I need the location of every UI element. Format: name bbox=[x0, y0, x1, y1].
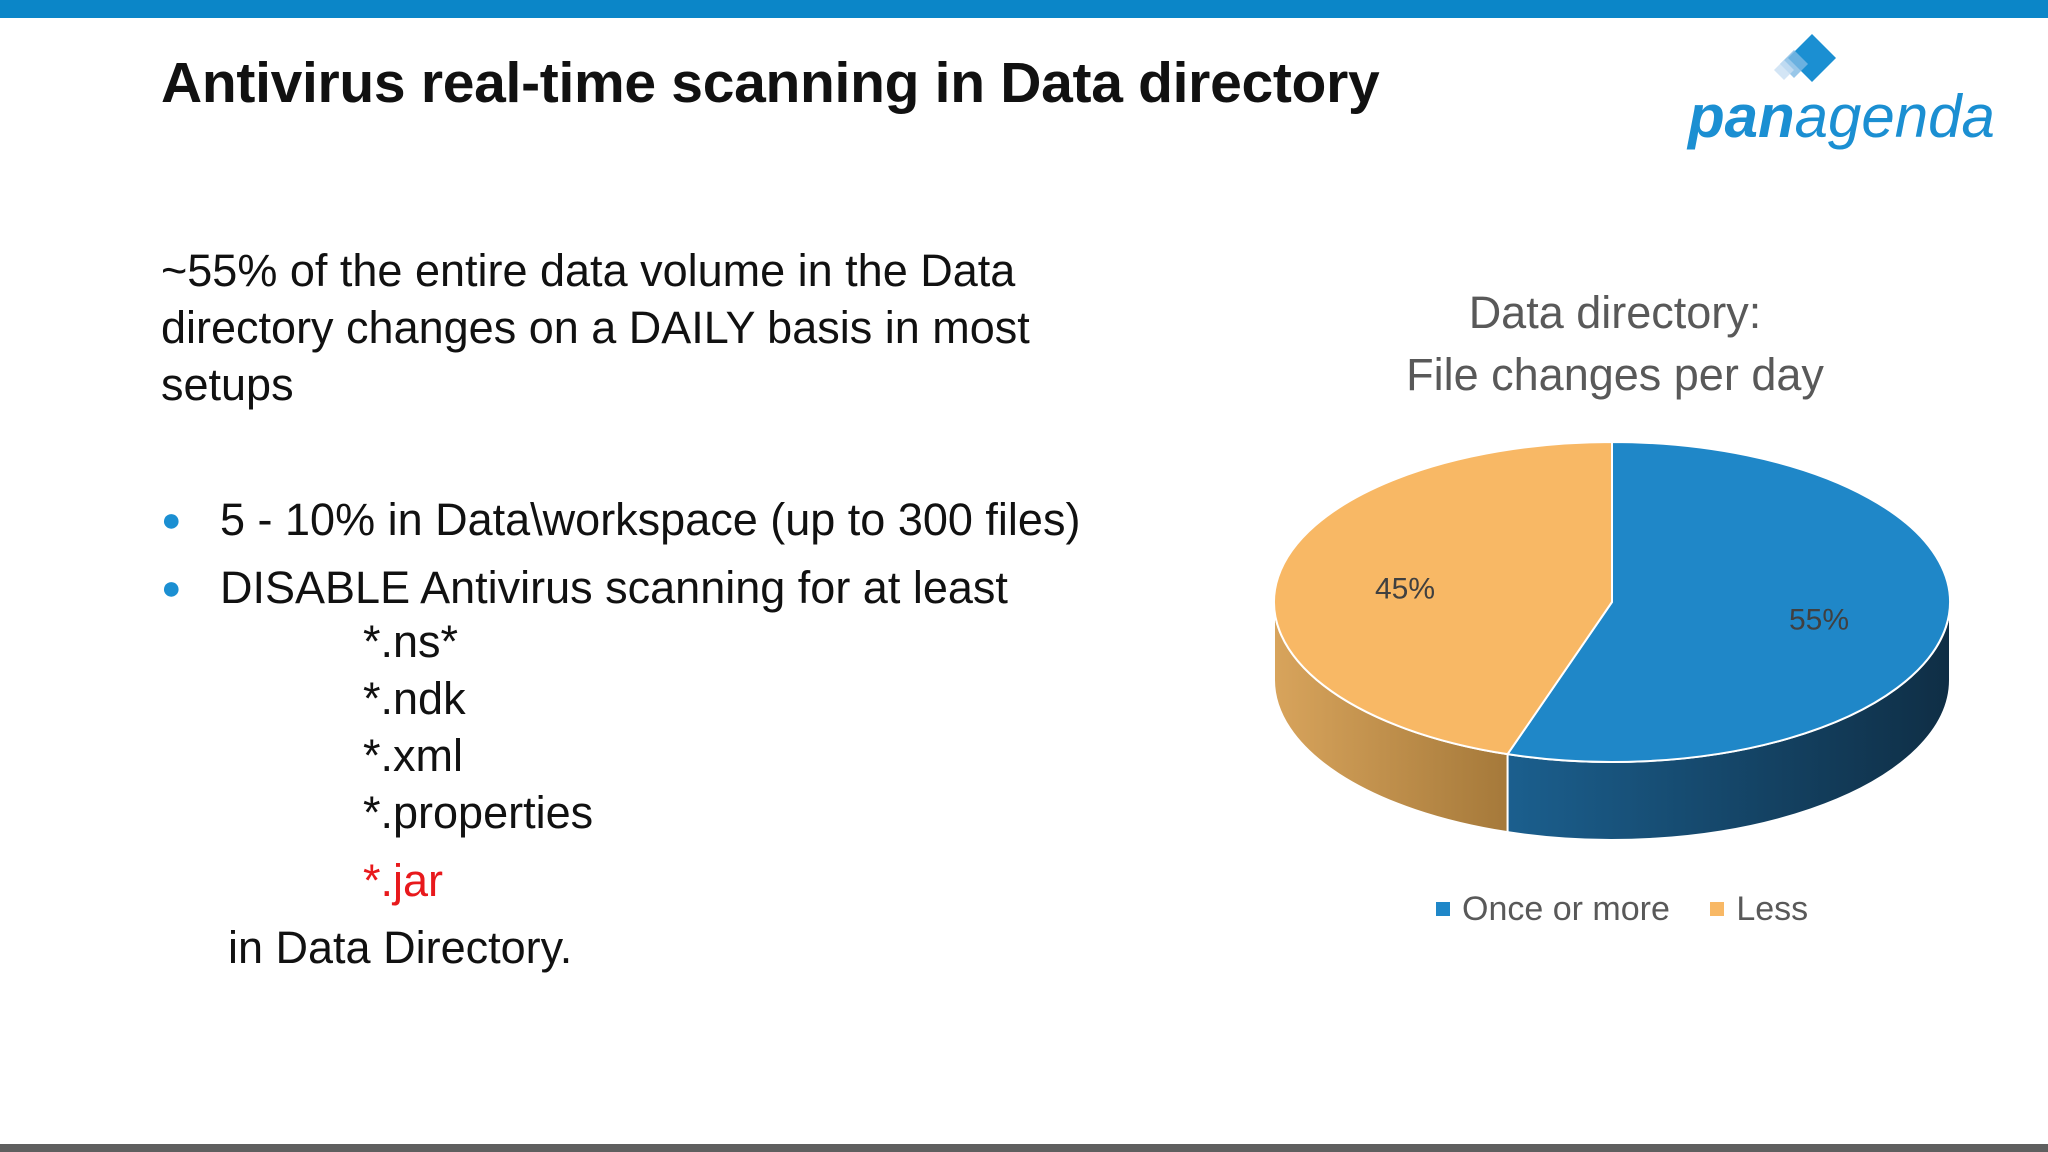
bullet-item: ● 5 - 10% in Data\workspace (up to 300 f… bbox=[161, 490, 1161, 558]
intro-text: ~55% of the entire data volume in the Da… bbox=[161, 245, 1030, 410]
extension-item: *.properties bbox=[363, 787, 594, 838]
top-accent-bar bbox=[0, 0, 2048, 18]
pie-slice-less bbox=[1273, 440, 1613, 756]
logo-wordmark: panagenda bbox=[1688, 82, 1995, 152]
legend-swatch-once-or-more bbox=[1436, 902, 1450, 916]
extension-list: *.ns* *.ndk *.xml *.properties *.jar bbox=[363, 613, 593, 911]
bullet-list: ● 5 - 10% in Data\workspace (up to 300 f… bbox=[161, 490, 1161, 626]
chart-title: Data directory: File changes per day bbox=[1290, 282, 1940, 406]
chart-title-line: File changes per day bbox=[1406, 349, 1824, 400]
logo-diamond-icon bbox=[1774, 34, 1836, 82]
extension-item: *.ndk bbox=[363, 673, 466, 724]
bullet-dot-icon: ● bbox=[161, 569, 182, 607]
pie-top-layer bbox=[1273, 440, 1951, 763]
pie-slice-once-or-more bbox=[1505, 440, 1951, 763]
outro-text: in Data Directory. bbox=[228, 922, 573, 973]
bullet-text: 5 - 10% in Data\workspace (up to 300 fil… bbox=[220, 494, 1081, 545]
extension-item: *.xml bbox=[363, 730, 463, 781]
bullet-dot-icon: ● bbox=[161, 501, 182, 539]
legend-item-less: Less bbox=[1710, 884, 1808, 934]
logo-pan: pan bbox=[1688, 83, 1795, 150]
chart-title-line: Data directory: bbox=[1468, 287, 1762, 338]
legend-label: Once or more bbox=[1462, 890, 1670, 928]
slide-title: Antivirus real-time scanning in Data dir… bbox=[161, 51, 1380, 115]
legend-swatch-less bbox=[1710, 902, 1725, 916]
pie-data-label: 55% bbox=[1789, 604, 1849, 637]
pie-data-label: 45% bbox=[1375, 572, 1435, 605]
pie-chart: 55% 45% bbox=[1273, 440, 1951, 841]
panagenda-logo: panagenda bbox=[1688, 28, 2028, 150]
legend-label: Less bbox=[1736, 890, 1809, 928]
bottom-bar bbox=[0, 1144, 2048, 1152]
legend-item-once-or-more: Once or more bbox=[1436, 884, 1670, 934]
pie-label-layer: 55% 45% bbox=[1375, 572, 1849, 636]
chart-legend: Once or more Less bbox=[1436, 884, 1844, 934]
extension-item: *.ns* bbox=[363, 616, 459, 667]
logo-agenda: agenda bbox=[1794, 83, 1995, 150]
bullet-item: ● DISABLE Antivirus scanning for at leas… bbox=[161, 558, 1161, 626]
bullet-text: DISABLE Antivirus scanning for at least bbox=[220, 562, 1008, 613]
extension-item-highlighted: *.jar bbox=[363, 855, 444, 906]
